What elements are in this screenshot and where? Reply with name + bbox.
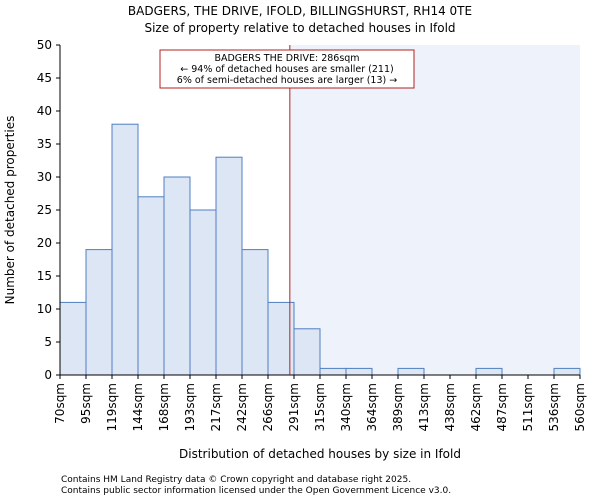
x-axis-label: Distribution of detached houses by size …: [179, 447, 461, 461]
x-tick-label: 438sqm: [443, 383, 457, 431]
bar-291sqm: [293, 328, 321, 376]
y-tick-label: 20: [37, 236, 52, 250]
bar-242sqm: [241, 249, 269, 376]
annotation-line-2: ← 94% of detached houses are smaller (21…: [180, 64, 393, 75]
bar-119sqm: [111, 123, 139, 376]
annotation-box: [159, 49, 415, 89]
y-tick-label: 50: [37, 38, 52, 52]
x-tick-label: 340sqm: [339, 383, 353, 431]
x-tick-label: 511sqm: [521, 383, 535, 431]
larger-region-shade: [289, 45, 580, 375]
x-tick-label: 462sqm: [469, 383, 483, 431]
footer-line-1: Contains HM Land Registry data © Crown c…: [61, 475, 411, 485]
x-tick-label: 291sqm: [287, 383, 301, 431]
x-tick-label: 144sqm: [131, 383, 145, 431]
y-tick-label: 30: [37, 170, 52, 184]
y-tick-label: 45: [37, 71, 52, 85]
bar-217sqm: [215, 156, 243, 376]
x-tick-label: 487sqm: [495, 383, 509, 431]
bar-70sqm: [59, 301, 87, 376]
x-tick-label: 217sqm: [209, 383, 223, 431]
x-tick-label: 119sqm: [105, 383, 119, 431]
bar-168sqm: [163, 176, 191, 376]
bar-193sqm: [189, 209, 217, 376]
bar-389sqm: [397, 367, 425, 376]
bar-95sqm: [85, 249, 113, 376]
y-tick-label: 0: [44, 368, 52, 382]
y-tick-label: 40: [37, 104, 52, 118]
bar-536sqm: [553, 367, 581, 376]
x-tick-label: 389sqm: [391, 383, 405, 431]
x-tick-label: 95sqm: [79, 383, 93, 424]
chart-title: BADGERS, THE DRIVE, IFOLD, BILLINGSHURST…: [128, 4, 472, 18]
footer-line-2: Contains public sector information licen…: [61, 486, 451, 496]
bar-462sqm: [475, 367, 503, 376]
annotation-line-1: BADGERS THE DRIVE: 286sqm: [214, 53, 359, 64]
bar-315sqm: [319, 367, 347, 376]
annotation-line-3: 6% of semi-detached houses are larger (1…: [177, 75, 397, 86]
x-tick-label: 70sqm: [53, 383, 67, 424]
x-tick-label: 193sqm: [183, 383, 197, 431]
x-tick-label: 315sqm: [313, 383, 327, 431]
x-tick-label: 168sqm: [157, 383, 171, 431]
x-tick-label: 536sqm: [547, 383, 561, 431]
x-tick-label: 413sqm: [417, 383, 431, 431]
x-tick-label: 364sqm: [365, 383, 379, 431]
x-tick-label: 242sqm: [235, 383, 249, 431]
bar-340sqm: [345, 367, 373, 376]
y-tick-label: 5: [44, 335, 52, 349]
bar-144sqm: [137, 196, 165, 376]
y-tick-label: 35: [37, 137, 52, 151]
chart-subtitle: Size of property relative to detached ho…: [144, 21, 455, 35]
y-tick-label: 10: [37, 302, 52, 316]
y-tick-label: 25: [37, 203, 52, 217]
y-tick-label: 15: [37, 269, 52, 283]
y-axis-label: Number of detached properties: [3, 116, 17, 305]
x-tick-label: 266sqm: [261, 383, 275, 431]
x-tick-label: 560sqm: [573, 383, 587, 431]
